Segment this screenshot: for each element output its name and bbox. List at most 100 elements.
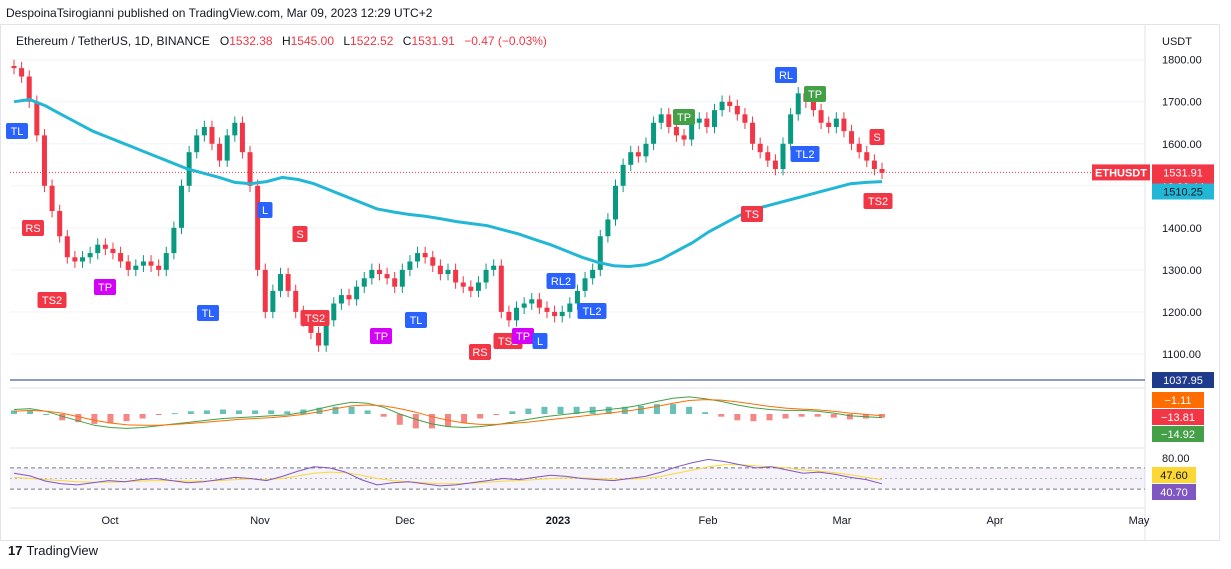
candle-body [871,160,877,169]
rsi-ma-line [13,464,883,485]
macd-histogram-bar [203,410,210,414]
macd-histogram-bar [798,414,805,417]
candle-body [810,101,816,111]
candle-body [34,101,40,136]
signal-box [469,344,491,360]
tradingview-footer[interactable]: 17 TradingView [8,543,98,558]
signal-label-ts: TS [741,206,763,222]
price-axis[interactable]: USDT1800.001700.001600.001500.001400.001… [1092,36,1214,500]
candle-body [795,93,801,115]
candle-body [514,307,520,321]
hline-tag [1152,372,1214,389]
signal-text: S [296,229,303,241]
candle-body [468,286,474,291]
rsi-tick: 80.00 [1162,453,1190,465]
candle-body [734,105,740,115]
signal-text: L [262,205,268,217]
macd-histogram-bar [284,411,291,414]
macd-histogram-bar [11,410,17,414]
candle-body [354,286,360,300]
macd-histogram-bar [686,406,693,414]
candle-body [64,236,70,258]
macd-histogram-bar [637,405,644,414]
change-value: −0.47 (−0.03%) [464,34,547,48]
candle-body [704,118,710,127]
signal-box [94,279,116,295]
candle-body [597,236,603,270]
macd-histogram-bar [155,414,162,415]
signal-box [292,226,308,242]
signal-text: TP [516,331,530,343]
signal-box [532,333,548,349]
candle-body [491,265,497,270]
rsi-value: 40.70 [1160,487,1188,499]
signal-label-s: S [292,226,308,242]
candle-body [696,118,702,123]
candle-body [209,126,215,144]
macd-histogram-bar [718,414,725,417]
signal-text: TS2 [868,196,888,208]
candle-body [635,152,641,157]
macd-histogram-bar [268,410,275,414]
signal-labels: TL RS TS2 TP TL L S TS2 TP TL RS TS2 TP L RL2 TL2 TP RL TP… [6,67,893,360]
macd-histogram-bar [557,406,564,414]
price-tick: 1800.00 [1162,55,1202,67]
close-key: C [402,34,412,48]
candle-body [95,244,101,254]
ma-tag-value: 1510.25 [1163,187,1203,199]
candle-body [574,290,580,304]
candle-body [57,211,63,237]
time-tick: May [1129,515,1150,527]
candle-body [643,143,649,157]
macd-histogram-bar [766,414,773,421]
candle-body [110,248,116,254]
signal-box [775,67,797,83]
candle-body [217,143,223,161]
signal-box [257,202,273,218]
candle-body [26,76,32,102]
signal-box [512,328,534,344]
signal-label-s: S [869,129,885,145]
candle-body [833,118,839,127]
macd-signal-line [13,399,883,426]
candle-body [841,118,847,132]
candle-body [171,227,177,254]
symbol-legend: Ethereum / TetherUS, 1D, BINANCE O1532.3… [16,34,553,48]
candle-body [323,320,329,346]
price-tick: 1300.00 [1162,265,1202,277]
signal-text: TL2 [583,306,602,318]
signal-label-tp: TP [370,328,392,344]
candle-body [879,168,885,173]
candle-body [757,143,763,153]
candle-body [620,164,626,186]
signal-box [300,310,330,326]
symbol-name[interactable]: Ethereum / TetherUS, 1D, BINANCE [16,34,210,48]
candle-body [506,311,512,321]
candle-body [765,152,771,161]
rsi-value-tag [1152,467,1196,483]
candle-body [338,295,344,304]
candle-body [711,110,717,127]
signal-box [22,220,44,236]
candle-body [194,135,200,153]
candle-body [445,269,451,275]
moving-average-line [13,98,883,269]
high-value: 1545.00 [290,34,335,48]
signal-box [673,109,695,125]
candle-body [239,122,245,153]
signal-box [370,328,392,344]
signal-text: TS2 [42,295,62,307]
candle-body [148,261,154,266]
macd-histogram-bar [139,414,146,419]
time-tick: Apr [986,515,1003,527]
candle-body [475,282,481,291]
signal-text: TS2 [305,313,325,325]
signal-box [790,146,820,162]
candle-body [19,68,25,77]
time-axis[interactable]: Oct Nov Dec 2023 Feb Mar Apr May [101,515,1149,527]
signal-label-tp: TP [673,109,695,125]
hline-tag-value: 1037.95 [1163,375,1203,387]
candle-body [460,282,466,287]
low-value: 1522.52 [350,34,394,48]
